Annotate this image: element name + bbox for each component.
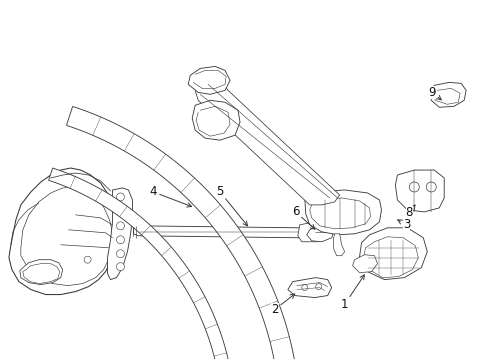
Text: 6: 6 <box>292 205 315 229</box>
Polygon shape <box>188 67 230 94</box>
Circle shape <box>117 263 124 271</box>
Circle shape <box>409 182 419 192</box>
Circle shape <box>117 208 124 216</box>
Polygon shape <box>307 226 334 242</box>
Circle shape <box>426 182 436 192</box>
Text: 4: 4 <box>149 185 192 207</box>
Text: 9: 9 <box>429 86 441 100</box>
Polygon shape <box>9 168 119 294</box>
Polygon shape <box>288 278 332 298</box>
Polygon shape <box>298 222 330 242</box>
Text: 5: 5 <box>217 185 247 226</box>
Circle shape <box>117 222 124 230</box>
Polygon shape <box>353 255 377 273</box>
Polygon shape <box>23 264 60 284</box>
Polygon shape <box>334 234 344 256</box>
Polygon shape <box>195 80 340 205</box>
Polygon shape <box>305 190 382 235</box>
Polygon shape <box>21 187 113 285</box>
Polygon shape <box>395 170 444 212</box>
Circle shape <box>117 250 124 258</box>
Text: 1: 1 <box>341 275 365 311</box>
Polygon shape <box>107 188 132 280</box>
Polygon shape <box>20 260 63 285</box>
Polygon shape <box>133 226 305 238</box>
Polygon shape <box>49 168 232 360</box>
Text: 7: 7 <box>0 359 1 360</box>
Polygon shape <box>360 228 427 280</box>
Circle shape <box>316 284 322 289</box>
Circle shape <box>117 193 124 201</box>
Circle shape <box>302 285 308 291</box>
Polygon shape <box>310 198 370 229</box>
Polygon shape <box>364 237 418 278</box>
Circle shape <box>84 256 91 263</box>
Polygon shape <box>192 100 240 140</box>
Text: 2: 2 <box>271 294 295 316</box>
Polygon shape <box>67 107 296 360</box>
Polygon shape <box>430 82 466 107</box>
Text: 3: 3 <box>398 218 410 231</box>
Circle shape <box>117 236 124 244</box>
Text: 8: 8 <box>406 205 415 219</box>
